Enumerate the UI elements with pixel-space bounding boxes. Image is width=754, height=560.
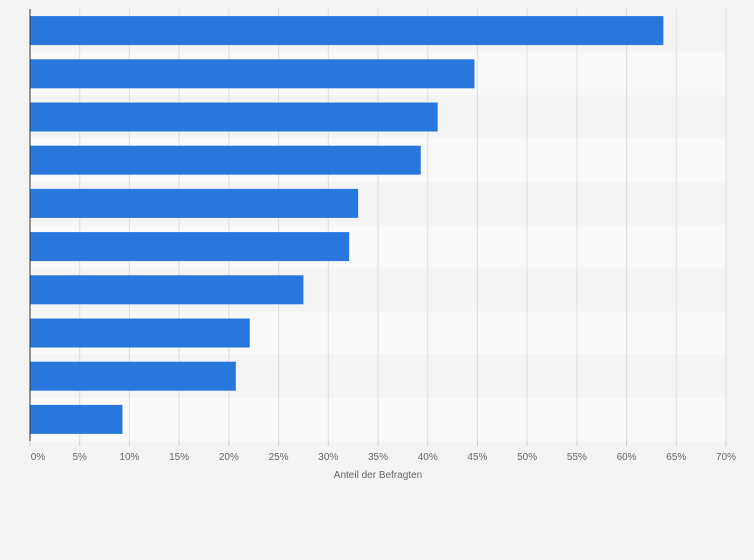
bar bbox=[30, 59, 475, 89]
bar bbox=[30, 404, 123, 434]
bar bbox=[30, 318, 250, 348]
bar bbox=[30, 16, 664, 46]
bar bbox=[30, 145, 421, 175]
bar bbox=[30, 102, 438, 132]
x-axis-title: Anteil der Befragten bbox=[334, 470, 422, 481]
bar bbox=[30, 275, 304, 305]
bar bbox=[30, 232, 350, 262]
tick-label: 5% bbox=[72, 452, 87, 463]
tick-label: 40% bbox=[418, 452, 438, 463]
tick-label: 15% bbox=[169, 452, 189, 463]
tick-label: 70% bbox=[716, 452, 736, 463]
tick-label: 20% bbox=[219, 452, 239, 463]
bar bbox=[30, 361, 236, 391]
bar bbox=[30, 188, 359, 218]
tick-label: 0% bbox=[31, 452, 46, 463]
tick-label: 30% bbox=[318, 452, 338, 463]
tick-label: 50% bbox=[517, 452, 537, 463]
tick-label: 10% bbox=[119, 452, 139, 463]
x-axis-ticks: 0% 5% 10% 15% 20% 25% 30% 35% 40% 45% 50% 55% 60% 65%… bbox=[29, 441, 736, 463]
tick-label: 45% bbox=[467, 452, 487, 463]
tick-label: 25% bbox=[269, 452, 289, 463]
bars bbox=[30, 16, 664, 434]
tick-label: 60% bbox=[617, 452, 637, 463]
tick-label: 65% bbox=[666, 452, 686, 463]
tick-label: 35% bbox=[368, 452, 388, 463]
tick-label: 55% bbox=[567, 452, 587, 463]
